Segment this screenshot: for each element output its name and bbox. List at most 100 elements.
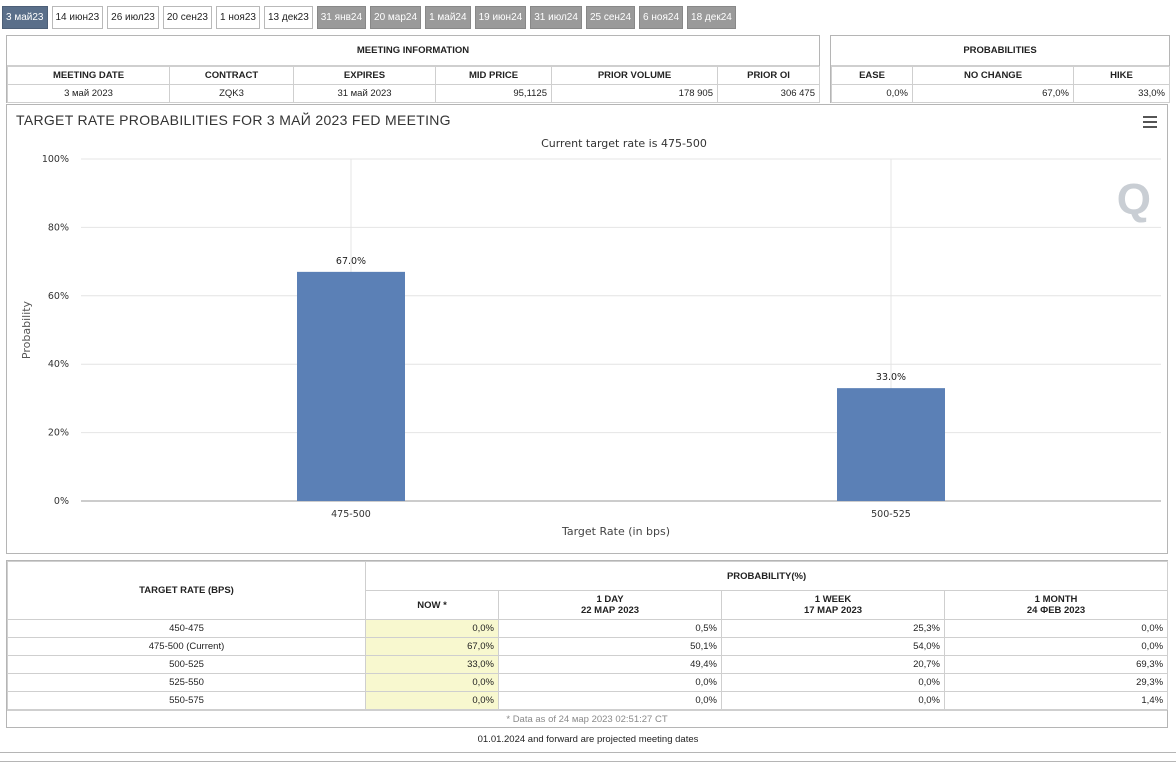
data-timestamp-footnote: * Data as of 24 мар 2023 02:51:27 CT	[7, 710, 1167, 728]
target-rate-cell: 500-525	[7, 655, 366, 674]
probabilities-panel: PROBABILITIES EASE NO CHANGE HIKE 0,0% 67,0…	[830, 35, 1170, 103]
probabilities-summary-table: EASE NO CHANGE HIKE 0,0% 67,0% 33,0%	[831, 66, 1170, 103]
probability-cell: 0,0%	[365, 691, 499, 710]
probability-summary-header: HIKE	[1073, 66, 1170, 85]
chart-title: TARGET RATE PROBABILITIES FOR 3 МАЙ 2023…	[16, 112, 451, 128]
tab-meeting-12[interactable]: 6 ноя24	[639, 6, 684, 29]
probability-cell: 67,0%	[365, 637, 499, 656]
probability-subheader: NOW *	[365, 590, 499, 620]
table-row: 525-550 0,0% 0,0% 0,0% 29,3%	[7, 673, 1169, 692]
probability-cell: 1,4%	[943, 691, 1169, 710]
meeting-info-value: 95,1125	[435, 84, 552, 103]
probability-summary-header: NO CHANGE	[912, 66, 1074, 85]
probability-cell: 0,0%	[498, 691, 722, 710]
table-row: 450-475 0,0% 0,5% 25,3% 0,0%	[7, 619, 1169, 638]
probability-subheader: 1 MONTH 24 ФЕВ 2023	[943, 590, 1169, 620]
target-rate-column-header: TARGET RATE (BPS)	[7, 561, 366, 620]
tab-meeting-2[interactable]: 26 июл23	[107, 6, 159, 29]
probability-cell: 20,7%	[721, 655, 945, 674]
meeting-info-header: CONTRACT	[169, 66, 294, 85]
probability-cell: 0,0%	[721, 691, 945, 710]
subheader-line1: 1 MONTH	[1034, 594, 1078, 605]
tab-meeting-11[interactable]: 25 сен24	[585, 6, 636, 29]
y-tick-label: 60%	[48, 291, 69, 302]
table-row: 475-500 (Current) 67,0% 50,1% 54,0% 0,0%	[7, 637, 1169, 656]
meeting-info-header: MID PRICE	[435, 66, 552, 85]
meeting-info-header: EXPIRES	[293, 66, 436, 85]
table-row: 550-575 0,0% 0,0% 0,0% 1,4%	[7, 691, 1169, 710]
y-tick-label: 40%	[48, 359, 69, 370]
x-tick-label: 475-500	[331, 509, 371, 520]
target-rate-cell: 550-575	[7, 691, 366, 710]
target-rate-chart-panel: TARGET RATE PROBABILITIES FOR 3 МАЙ 2023…	[6, 104, 1168, 554]
meeting-information-table: MEETING DATE CONTRACT EXPIRES MID PRICE PRIO…	[7, 66, 820, 103]
quikstrike-logo: Q	[1116, 175, 1151, 224]
x-axis-title: Target Rate (in bps)	[561, 525, 670, 538]
probability-cell: 0,0%	[721, 673, 945, 692]
subheader-line1: NOW *	[417, 599, 447, 611]
probability-cell: 25,3%	[721, 619, 945, 638]
probabilities-title: PROBABILITIES	[831, 36, 1169, 66]
probability-group-header: PROBABILITY(%)	[364, 561, 1169, 591]
tab-meeting-1[interactable]: 14 июн23	[51, 6, 104, 29]
chart-menu-icon[interactable]	[1143, 116, 1157, 128]
target-rate-cell: 450-475	[7, 619, 366, 638]
projected-dates-note: 01.01.2024 and forward are projected mee…	[477, 734, 699, 745]
probability-table-panel: TARGET RATE (BPS) PROBABILITY(%) NOW * 1 …	[6, 560, 1169, 728]
probability-subheader: 1 WEEK 17 МАР 2023	[721, 590, 945, 620]
tab-meeting-7[interactable]: 20 мар24	[370, 6, 422, 29]
y-axis-title: Probability	[20, 300, 33, 359]
subheader-line2: 22 МАР 2023	[580, 605, 640, 616]
probability-cell: 50,1%	[498, 637, 722, 656]
tab-meeting-10[interactable]: 31 июл24	[530, 6, 582, 29]
probability-cell: 0,5%	[498, 619, 722, 638]
probability-cell: 0,0%	[365, 619, 499, 638]
tab-meeting-5[interactable]: 13 дек23	[263, 6, 313, 29]
probability-cell: 0,0%	[943, 619, 1169, 638]
meeting-info-header: PRIOR OI	[717, 66, 820, 85]
bottom-scroll-area	[0, 752, 1176, 762]
tab-meeting-3[interactable]: 20 сен23	[162, 6, 212, 29]
tab-meeting-8[interactable]: 1 май24	[425, 6, 471, 29]
chart-subtitle: Current target rate is 475-500	[541, 137, 707, 150]
meeting-information-title: MEETING INFORMATION	[7, 36, 819, 66]
probability-summary-value: 33,0%	[1073, 84, 1170, 103]
target-rate-cell: 475-500 (Current)	[7, 637, 366, 656]
meeting-tabs: 3 май23 14 июн23 26 июл23 20 сен23 1 ноя23 13…	[2, 6, 736, 30]
meeting-info-value: ZQK3	[169, 84, 294, 103]
probability-cell: 0,0%	[498, 673, 722, 692]
bar-data-label: 67.0%	[336, 256, 366, 267]
probability-cell: 54,0%	[721, 637, 945, 656]
subheader-line1: 1 WEEK	[814, 594, 852, 605]
meeting-info-value: 31 май 2023	[293, 84, 436, 103]
probability-table: TARGET RATE (BPS) PROBABILITY(%) NOW * 1 …	[7, 561, 1169, 710]
subheader-line1: 1 DAY	[596, 594, 624, 605]
y-tick-label: 0%	[54, 496, 69, 507]
probability-summary-header: EASE	[831, 66, 913, 85]
probability-summary-value: 0,0%	[831, 84, 913, 103]
subheader-line2: 24 ФЕВ 2023	[1026, 605, 1086, 616]
probability-summary-value: 67,0%	[912, 84, 1074, 103]
bar-data-label: 33.0%	[876, 372, 906, 383]
y-tick-label: 100%	[42, 154, 69, 165]
probability-cell: 69,3%	[943, 655, 1169, 674]
tab-meeting-9[interactable]: 19 июн24	[474, 6, 527, 29]
probability-cell: 29,3%	[943, 673, 1169, 692]
probability-cell: 0,0%	[943, 637, 1169, 656]
meeting-info-header: PRIOR VOLUME	[551, 66, 718, 85]
tab-meeting-13[interactable]: 18 дек24	[687, 6, 736, 29]
meeting-information-panel: MEETING INFORMATION MEETING DATE CONTRACT…	[6, 35, 820, 103]
probability-subheader: 1 DAY 22 МАР 2023	[498, 590, 722, 620]
meeting-info-header: MEETING DATE	[7, 66, 170, 85]
probability-cell: 33,0%	[365, 655, 499, 674]
tab-meeting-4[interactable]: 1 ноя23	[215, 6, 260, 29]
x-tick-label: 500-525	[871, 509, 911, 520]
bar-500-525	[837, 388, 945, 501]
y-tick-label: 80%	[48, 222, 69, 233]
tab-meeting-0[interactable]: 3 май23	[2, 6, 48, 29]
probability-cell: 0,0%	[365, 673, 499, 692]
probability-cell: 49,4%	[498, 655, 722, 674]
subheader-line2: 17 МАР 2023	[803, 605, 863, 616]
tab-meeting-6[interactable]: 31 янв24	[316, 6, 367, 29]
y-tick-label: 20%	[48, 428, 69, 439]
